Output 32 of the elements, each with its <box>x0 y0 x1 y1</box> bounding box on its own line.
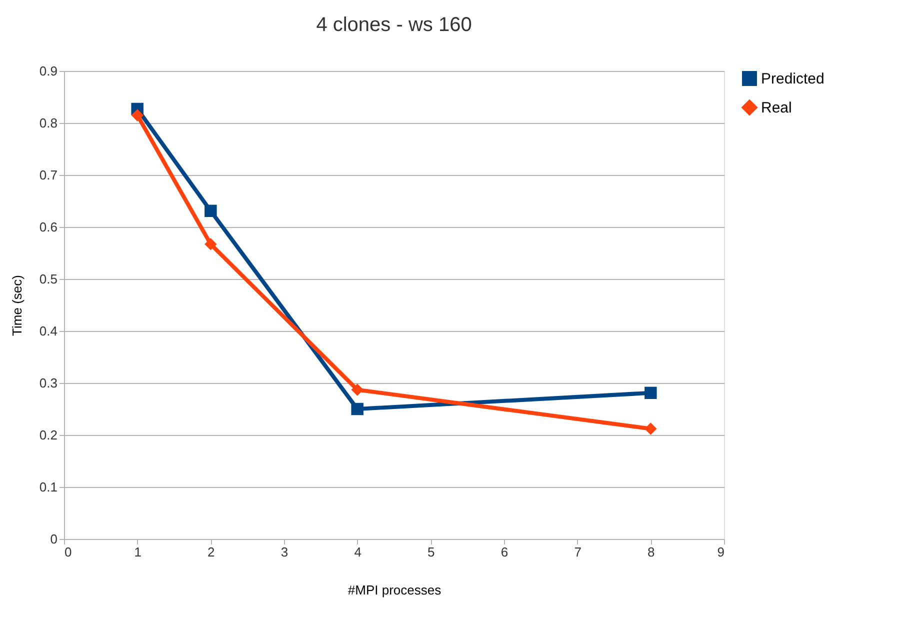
x-axis-title: #MPI processes <box>348 582 442 598</box>
y-tick-label: 0.9 <box>39 64 58 78</box>
point <box>644 386 657 400</box>
point <box>204 238 217 250</box>
legend-label: Real <box>761 100 792 116</box>
chart-title: 4 clones - ws 160 <box>316 14 472 36</box>
point <box>131 109 144 122</box>
point <box>644 422 657 435</box>
point <box>351 402 364 416</box>
y-tick-label: 0.1 <box>39 480 58 494</box>
x-tick-label: 2 <box>208 544 215 560</box>
x-tick-label: 9 <box>717 544 724 560</box>
x-tick-label: 1 <box>134 544 142 560</box>
y-tick-label: 0.5 <box>39 272 58 286</box>
x-tick-label: 4 <box>354 544 362 560</box>
y-tick-label: 0.7 <box>39 168 58 182</box>
legend-label: Predicted <box>761 70 824 88</box>
x-tick-label: 5 <box>428 544 435 560</box>
point <box>351 384 364 396</box>
x-tick-label: 8 <box>648 544 655 560</box>
y-tick-label: 0.2 <box>39 428 58 442</box>
y-tick-label: 0 <box>50 532 58 546</box>
x-tick-label: 6 <box>500 544 508 560</box>
y-axis-title: Time (sec) <box>9 275 24 336</box>
point <box>204 204 217 218</box>
x-tick-label: 7 <box>574 544 582 560</box>
x-tick-label: 0 <box>64 544 72 560</box>
x-tick-label: 3 <box>280 544 288 560</box>
y-tick-label: 0.4 <box>39 324 58 338</box>
y-tick-label: 0.3 <box>39 376 58 390</box>
y-tick-label: 0.8 <box>39 116 58 130</box>
y-tick-label: 0.6 <box>39 220 58 234</box>
